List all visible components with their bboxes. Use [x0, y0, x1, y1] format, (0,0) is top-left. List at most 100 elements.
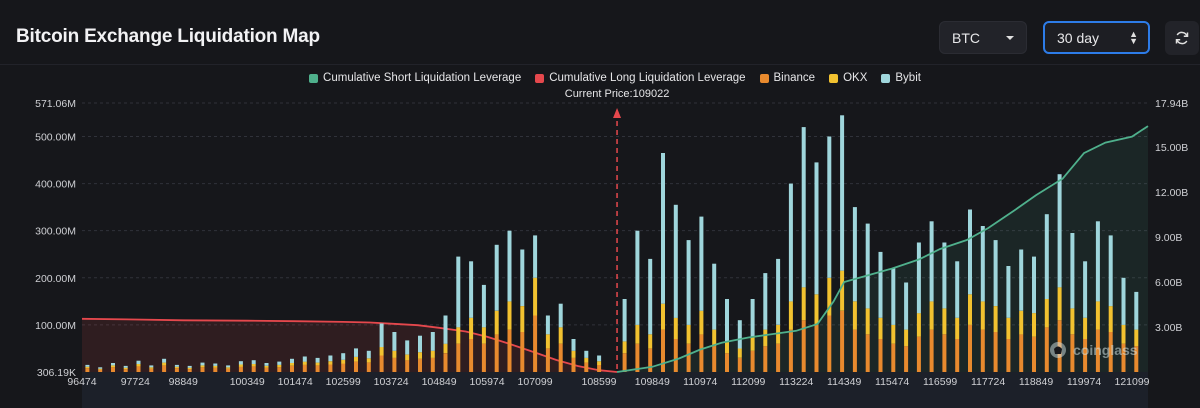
bar-bybit: [558, 303, 563, 328]
x-tick-label: 118849: [1019, 376, 1053, 388]
bar-okx: [916, 313, 921, 337]
legend-swatch: [759, 73, 769, 83]
bar-binance: [315, 365, 320, 372]
bar-bybit: [801, 127, 806, 288]
bar-binance: [238, 366, 243, 372]
bar-binance: [980, 329, 985, 372]
bar-okx: [801, 287, 806, 321]
bar-bybit: [545, 315, 550, 335]
legend-item[interactable]: Cumulative Short Liquidation Leverage: [309, 72, 521, 84]
bar-okx: [699, 310, 704, 335]
bar-binance: [418, 358, 422, 372]
bar-bybit: [430, 332, 435, 351]
bar-binance: [136, 366, 141, 372]
bar-okx: [226, 367, 231, 369]
bar-bybit: [418, 335, 422, 353]
bar-binance: [111, 367, 115, 372]
period-select[interactable]: 30 day ▲ ▼: [1043, 21, 1150, 54]
header-divider: [0, 64, 1200, 65]
bar-okx: [494, 310, 499, 335]
current-price-arrow: [613, 108, 622, 118]
y-right-tick-label: 17.94B: [1155, 98, 1188, 110]
bar-okx: [673, 317, 678, 339]
x-tick-label: 115474: [875, 376, 909, 388]
bar-bybit: [315, 357, 320, 363]
x-tick-label: 107099: [518, 376, 553, 388]
coin-select[interactable]: BTC: [939, 21, 1027, 54]
legend-item[interactable]: Cumulative Long Liquidation Leverage: [535, 72, 746, 84]
bar-binance: [85, 368, 90, 372]
bar-binance: [1070, 334, 1075, 372]
bar-okx: [149, 367, 154, 369]
bar-okx: [865, 308, 870, 335]
x-tick-label: 121099: [1114, 376, 1149, 388]
bar-bybit: [251, 360, 256, 364]
bar-okx: [302, 361, 307, 365]
bar-bybit: [763, 273, 768, 330]
bar-bybit: [725, 299, 729, 342]
bar-okx: [85, 366, 90, 369]
bar-okx: [328, 361, 333, 365]
bar-bybit: [379, 323, 384, 348]
legend-item[interactable]: Bybit: [881, 72, 921, 84]
bar-bybit: [852, 207, 857, 302]
bar-bybit: [238, 361, 243, 365]
bar-binance: [187, 369, 192, 372]
bar-binance: [878, 339, 883, 372]
legend-item[interactable]: Binance: [759, 72, 815, 84]
bar-bybit: [916, 242, 921, 314]
bar-okx: [366, 358, 371, 363]
bar-binance: [162, 365, 167, 372]
bar-bybit: [686, 240, 691, 325]
bar-okx: [1019, 310, 1024, 335]
bar-binance: [968, 324, 972, 372]
x-tick-label: 97724: [121, 376, 150, 388]
bar-bybit: [865, 223, 870, 309]
bar-binance: [865, 334, 870, 372]
bar-okx: [622, 341, 627, 354]
bar-binance: [213, 367, 218, 372]
bar-bybit: [597, 355, 602, 362]
bar-binance: [1032, 336, 1036, 372]
x-tick-label: 110974: [683, 376, 717, 388]
bar-okx: [571, 350, 576, 358]
bar-okx: [162, 362, 167, 366]
bar-bybit: [149, 365, 154, 368]
bar-binance: [661, 329, 665, 372]
watermark: coinglass: [1048, 340, 1138, 360]
bar-okx: [392, 350, 397, 358]
bar-okx: [251, 364, 256, 367]
bar-binance: [840, 310, 845, 372]
bar-binance: [1083, 339, 1088, 372]
refresh-button[interactable]: [1165, 21, 1199, 55]
x-tick-label: 96474: [67, 376, 96, 388]
bar-binance: [891, 343, 896, 372]
bar-bybit: [456, 256, 461, 328]
bar-binance: [725, 353, 729, 372]
bar-okx: [290, 363, 294, 366]
x-tick-label: 109849: [635, 376, 670, 388]
x-tick-label: 114349: [827, 376, 861, 388]
bar-okx: [430, 350, 435, 358]
bar-okx: [1083, 317, 1088, 339]
x-tick-label: 108599: [581, 376, 616, 388]
bar-bybit: [661, 153, 665, 304]
bar-okx: [1006, 317, 1011, 339]
bar-bybit: [1019, 249, 1024, 311]
bar-bybit: [85, 364, 90, 367]
bar-bybit: [673, 204, 678, 318]
bar-bybit: [980, 226, 985, 302]
legend-item[interactable]: OKX: [829, 72, 867, 84]
bar-okx: [238, 364, 243, 367]
bar-binance: [648, 348, 653, 372]
bar-bybit: [622, 299, 627, 342]
x-tick-label: 101474: [278, 376, 313, 388]
bar-bybit: [200, 362, 205, 366]
legend-label: Cumulative Long Liquidation Leverage: [549, 72, 746, 84]
bar-okx: [993, 306, 998, 332]
legend-swatch: [309, 73, 319, 83]
bar-binance: [1134, 346, 1139, 372]
bar-binance: [456, 343, 461, 372]
bar-okx: [136, 364, 141, 367]
